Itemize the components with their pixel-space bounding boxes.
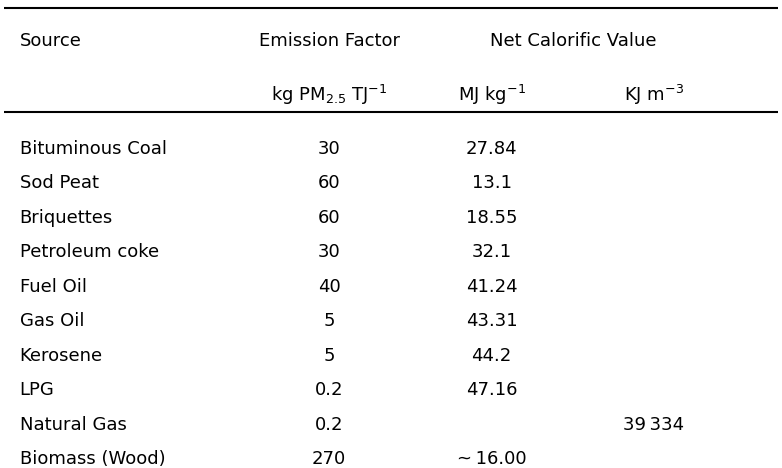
Text: LPG: LPG bbox=[20, 381, 55, 399]
Text: 0.2: 0.2 bbox=[315, 416, 343, 434]
Text: 32.1: 32.1 bbox=[472, 243, 511, 261]
Text: 30: 30 bbox=[317, 243, 340, 261]
Text: Gas Oil: Gas Oil bbox=[20, 312, 84, 330]
Text: 18.55: 18.55 bbox=[466, 209, 518, 227]
Text: KJ m$^{-3}$: KJ m$^{-3}$ bbox=[624, 83, 684, 107]
Text: 40: 40 bbox=[317, 278, 340, 296]
Text: 47.16: 47.16 bbox=[466, 381, 518, 399]
Text: 39 334: 39 334 bbox=[623, 416, 684, 434]
Text: Emission Factor: Emission Factor bbox=[259, 32, 400, 50]
Text: 41.24: 41.24 bbox=[466, 278, 518, 296]
Text: 13.1: 13.1 bbox=[472, 174, 511, 192]
Text: Petroleum coke: Petroleum coke bbox=[20, 243, 159, 261]
Text: Net Calorific Value: Net Calorific Value bbox=[490, 32, 656, 50]
Text: MJ kg$^{-1}$: MJ kg$^{-1}$ bbox=[457, 83, 526, 107]
Text: 5: 5 bbox=[323, 347, 335, 365]
Text: Briquettes: Briquettes bbox=[20, 209, 113, 227]
Text: Natural Gas: Natural Gas bbox=[20, 416, 127, 434]
Text: Fuel Oil: Fuel Oil bbox=[20, 278, 87, 296]
Text: Sod Peat: Sod Peat bbox=[20, 174, 99, 192]
Text: Kerosene: Kerosene bbox=[20, 347, 102, 365]
Text: 5: 5 bbox=[323, 312, 335, 330]
Text: kg PM$_{2.5}$ TJ$^{-1}$: kg PM$_{2.5}$ TJ$^{-1}$ bbox=[271, 83, 387, 107]
Text: 43.31: 43.31 bbox=[466, 312, 518, 330]
Text: Bituminous Coal: Bituminous Coal bbox=[20, 139, 167, 158]
Text: ~ 16.00: ~ 16.00 bbox=[457, 450, 526, 468]
Text: 60: 60 bbox=[317, 174, 340, 192]
Text: Source: Source bbox=[20, 32, 81, 50]
Text: 270: 270 bbox=[312, 450, 346, 468]
Text: 27.84: 27.84 bbox=[466, 139, 518, 158]
Text: 60: 60 bbox=[317, 209, 340, 227]
Text: 30: 30 bbox=[317, 139, 340, 158]
Text: 44.2: 44.2 bbox=[472, 347, 511, 365]
Text: 0.2: 0.2 bbox=[315, 381, 343, 399]
Text: Biomass (Wood): Biomass (Wood) bbox=[20, 450, 165, 468]
